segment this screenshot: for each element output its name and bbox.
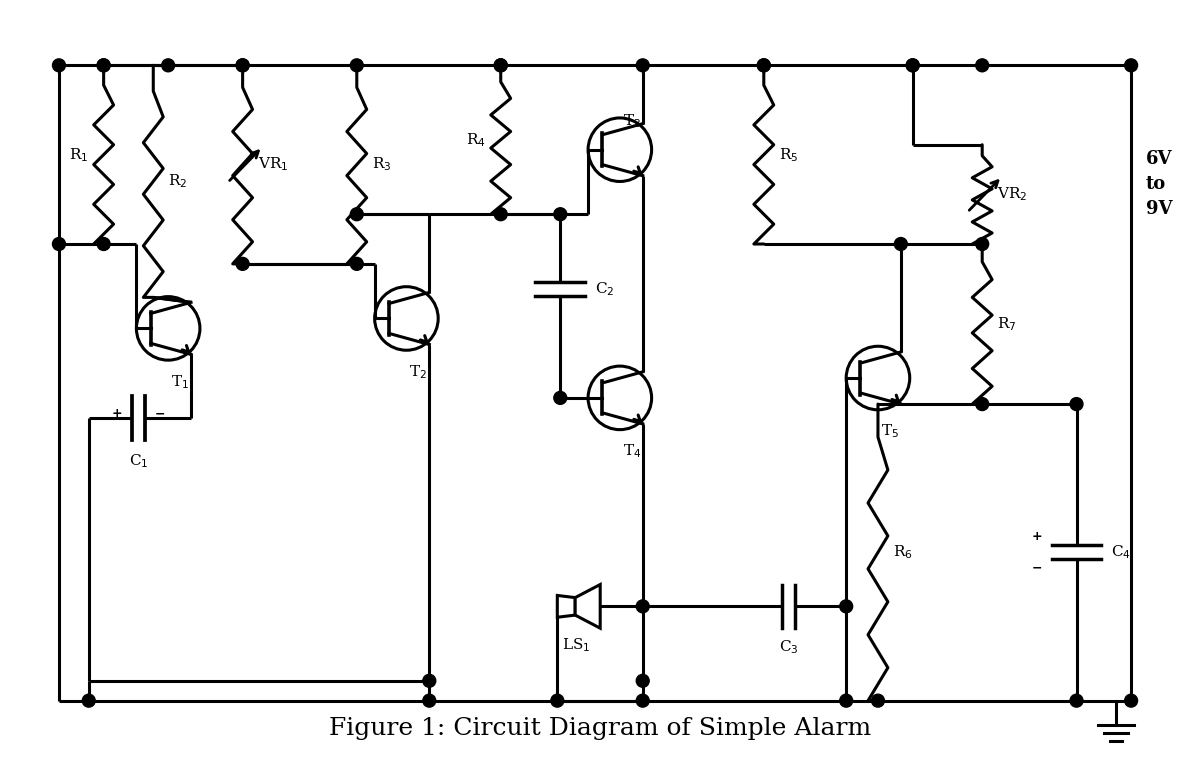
- Text: C$_4$: C$_4$: [1111, 543, 1132, 562]
- Text: R$_1$: R$_1$: [70, 146, 89, 163]
- Text: T$_3$: T$_3$: [623, 112, 641, 130]
- Polygon shape: [575, 584, 600, 628]
- Circle shape: [840, 694, 853, 707]
- Polygon shape: [557, 595, 575, 617]
- Circle shape: [554, 208, 566, 221]
- Circle shape: [350, 257, 364, 270]
- Circle shape: [757, 59, 770, 72]
- Text: T$_1$: T$_1$: [172, 373, 190, 391]
- Text: R$_6$: R$_6$: [893, 543, 913, 562]
- Circle shape: [636, 674, 649, 687]
- Text: T$_5$: T$_5$: [881, 423, 899, 440]
- Circle shape: [976, 398, 989, 410]
- Text: C$_1$: C$_1$: [128, 452, 148, 470]
- Circle shape: [551, 694, 564, 707]
- Circle shape: [422, 674, 436, 687]
- Circle shape: [97, 59, 110, 72]
- Circle shape: [494, 59, 508, 72]
- Circle shape: [97, 59, 110, 72]
- Circle shape: [840, 600, 853, 613]
- Circle shape: [976, 237, 989, 250]
- Circle shape: [906, 59, 919, 72]
- Circle shape: [636, 59, 649, 72]
- Text: VR$_2$: VR$_2$: [997, 185, 1027, 203]
- Circle shape: [53, 59, 66, 72]
- Circle shape: [350, 208, 364, 221]
- Circle shape: [422, 694, 436, 707]
- Text: R$_7$: R$_7$: [997, 315, 1016, 333]
- Text: +: +: [112, 407, 122, 420]
- Circle shape: [1070, 398, 1082, 410]
- Text: C$_2$: C$_2$: [595, 280, 614, 298]
- Text: R$_2$: R$_2$: [168, 172, 187, 190]
- Text: C$_3$: C$_3$: [779, 638, 798, 656]
- Text: R$_5$: R$_5$: [779, 146, 798, 163]
- Circle shape: [236, 257, 250, 270]
- Circle shape: [162, 59, 175, 72]
- Text: LS$_1$: LS$_1$: [563, 636, 590, 654]
- Circle shape: [83, 694, 95, 707]
- Circle shape: [636, 600, 649, 613]
- Circle shape: [236, 59, 250, 72]
- Text: −: −: [155, 407, 166, 420]
- Circle shape: [236, 59, 250, 72]
- Circle shape: [894, 237, 907, 250]
- Circle shape: [871, 694, 884, 707]
- Text: R$_4$: R$_4$: [466, 131, 486, 149]
- Circle shape: [494, 59, 508, 72]
- Circle shape: [53, 237, 66, 250]
- Circle shape: [906, 59, 919, 72]
- Circle shape: [97, 237, 110, 250]
- Text: −: −: [1031, 562, 1042, 575]
- Text: R$_3$: R$_3$: [372, 156, 391, 173]
- Text: T$_4$: T$_4$: [623, 443, 641, 460]
- Circle shape: [1124, 59, 1138, 72]
- Circle shape: [554, 391, 566, 404]
- Circle shape: [1124, 694, 1138, 707]
- Circle shape: [757, 59, 770, 72]
- Text: Figure 1: Circuit Diagram of Simple Alarm: Figure 1: Circuit Diagram of Simple Alar…: [329, 717, 871, 740]
- Circle shape: [976, 59, 989, 72]
- Circle shape: [636, 694, 649, 707]
- Circle shape: [350, 59, 364, 72]
- Text: 6V
to
9V: 6V to 9V: [1146, 150, 1172, 218]
- Circle shape: [1070, 694, 1082, 707]
- Circle shape: [494, 208, 508, 221]
- Text: +: +: [1031, 530, 1042, 543]
- Text: VR$_1$: VR$_1$: [258, 156, 288, 173]
- Text: T$_2$: T$_2$: [409, 363, 427, 381]
